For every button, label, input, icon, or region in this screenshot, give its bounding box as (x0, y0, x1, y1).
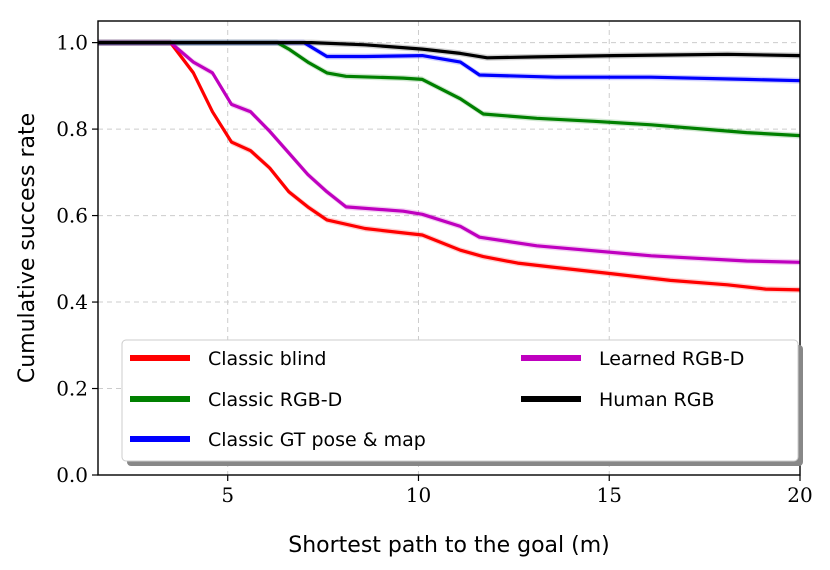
y-axis-label: Cumulative success rate (15, 113, 40, 383)
y-tick-label: 0.4 (56, 290, 88, 314)
series-lines (98, 40, 801, 292)
series-band (98, 39, 800, 139)
x-tick-label: 15 (597, 483, 622, 507)
legend-label: Classic GT pose & map (208, 429, 426, 451)
series-line-classic-rgb-d (98, 40, 801, 138)
legend-label: Learned RGB-D (599, 348, 744, 370)
y-tick-label: 0.6 (56, 204, 88, 228)
x-tick-label: 20 (787, 483, 812, 507)
plot-frame (97, 20, 801, 476)
x-tick-label: 5 (221, 483, 234, 507)
y-tick-label: 0.8 (56, 117, 88, 141)
legend-label: Classic blind (208, 348, 326, 370)
legend: Classic blind Classic RGB-D Classic GT pos… (121, 339, 803, 466)
x-axis-label: Shortest path to the goal (m) (288, 533, 609, 558)
legend-label: Human RGB (599, 389, 715, 411)
y-tick-label: 0.2 (56, 377, 88, 401)
y-tick-label: 0.0 (56, 463, 88, 487)
series-line-human-rgb (98, 40, 801, 60)
x-tick-label: 10 (406, 483, 431, 507)
axis-ticks: 5 10 15 20 0.0 0.2 0.4 0.6 0.8 1.0 (56, 31, 813, 507)
series-line-learned-rgb-d (98, 40, 801, 264)
series-line-classic-blind (98, 40, 801, 292)
series-line-classic-gt-pose-map (98, 40, 801, 83)
legend-box (121, 339, 799, 462)
y-tick-label: 1.0 (56, 31, 88, 55)
legend-label: Classic RGB-D (208, 389, 342, 411)
series-band (98, 39, 800, 266)
